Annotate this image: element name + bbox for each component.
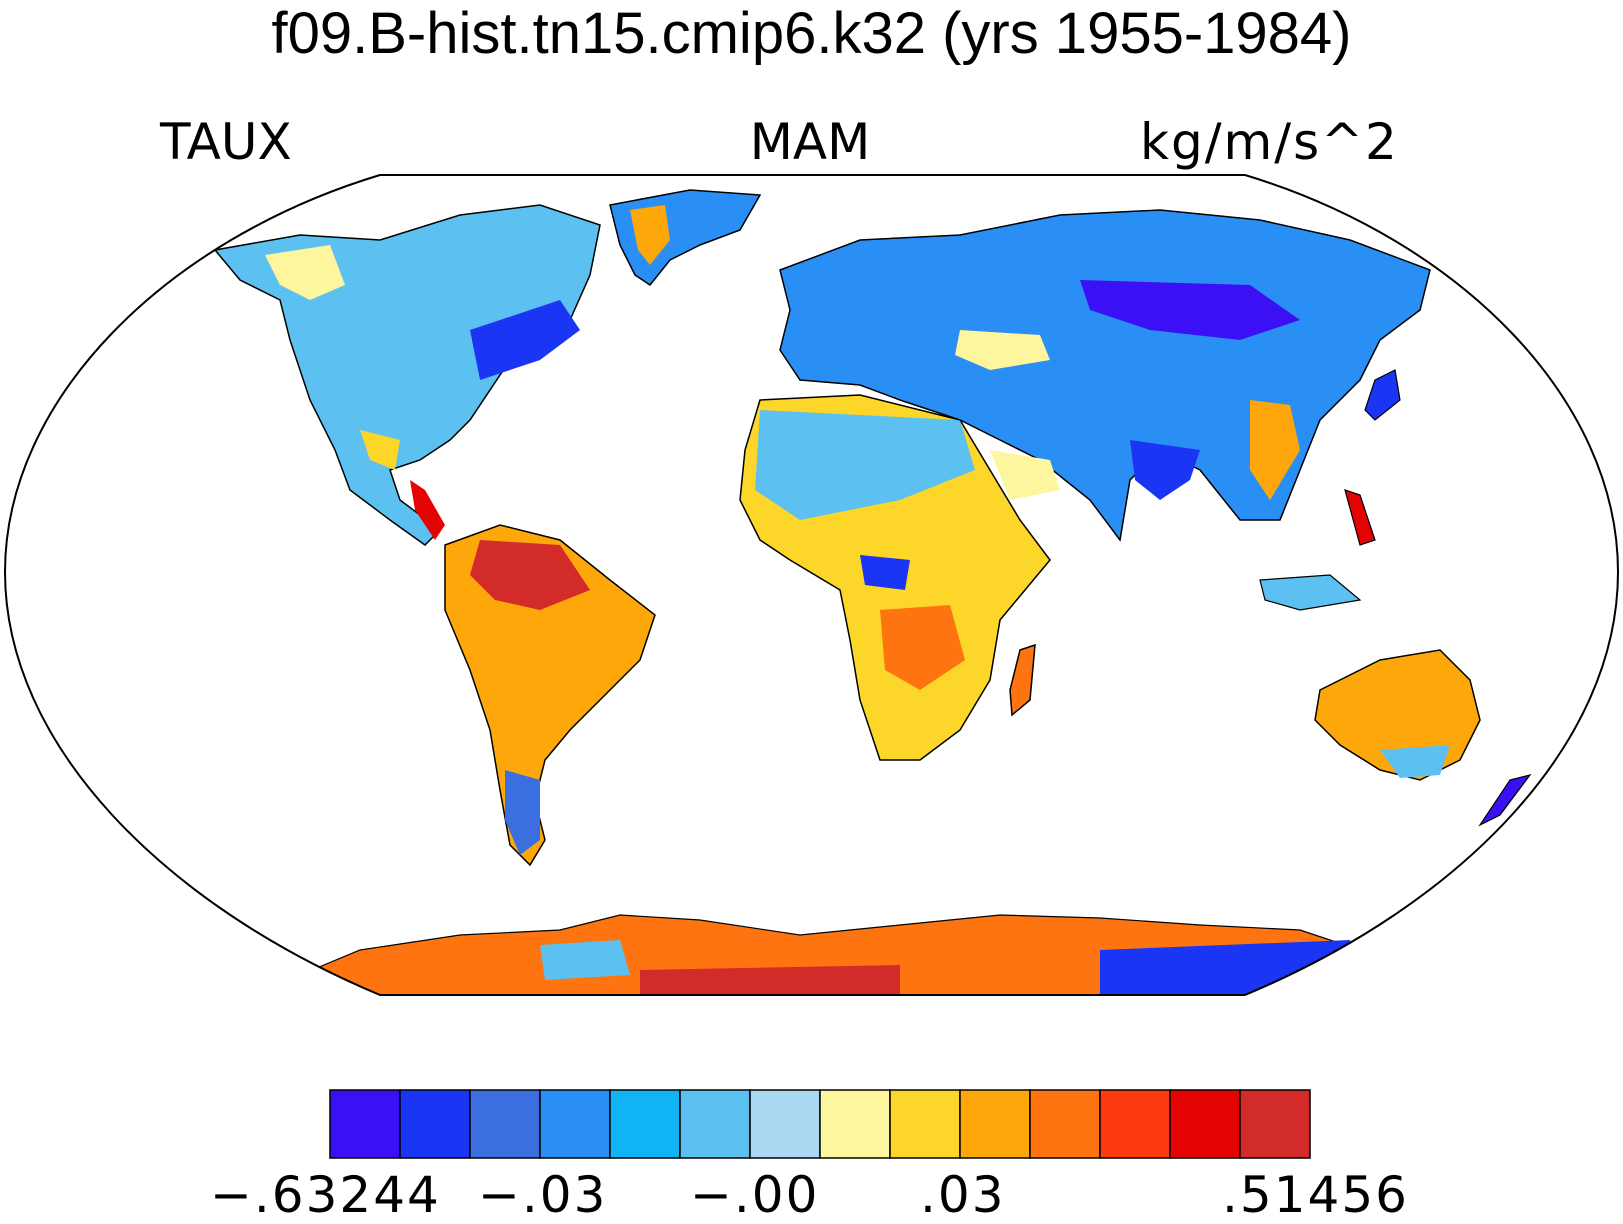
land-indonesia <box>1259 574 1362 611</box>
season-label: MAM <box>749 113 871 171</box>
land-philippines <box>1344 489 1376 546</box>
land-new-zealand <box>1478 774 1532 827</box>
land-na-mexico <box>360 430 400 470</box>
land-sa-south-blue <box>505 770 540 855</box>
land-central-america <box>410 480 445 540</box>
colorbar-label-1: −.03 <box>478 1166 608 1224</box>
colorbar-box-7 <box>819 1089 891 1159</box>
colorbar-label-0: −.63244 <box>210 1166 441 1224</box>
variable-label: TAUX <box>160 113 292 171</box>
land-china-warm <box>1250 400 1300 500</box>
land-greenland-warm <box>630 205 670 265</box>
colorbar-label-3: .03 <box>920 1166 1006 1224</box>
colorbar-box-4 <box>609 1089 681 1159</box>
land-na-east-blue <box>470 300 580 380</box>
colorbar-box-12 <box>1169 1089 1241 1159</box>
colorbar-box-8 <box>889 1089 961 1159</box>
land-arabia-warm <box>990 450 1060 500</box>
colorbar-box-0 <box>329 1089 401 1159</box>
colorbar-box-1 <box>399 1089 471 1159</box>
colorbar-box-11 <box>1099 1089 1171 1159</box>
units-label: kg/m/s^2 <box>1140 113 1399 171</box>
land-na-warm-west <box>265 245 345 300</box>
land-africa-south-hot <box>880 605 965 690</box>
map-boundary <box>3 174 1620 996</box>
colorbar <box>329 1089 1311 1159</box>
land-sahara-blue <box>755 410 975 520</box>
land-africa-central-blue <box>860 555 910 590</box>
colorbar-box-6 <box>749 1089 821 1159</box>
land-madagascar <box>1009 643 1036 717</box>
land-japan <box>1364 369 1401 421</box>
colorbar-box-9 <box>959 1089 1031 1159</box>
land-siberia-deep <box>1080 280 1300 340</box>
land-india-blue <box>1130 440 1200 500</box>
colorbar-box-5 <box>679 1089 751 1159</box>
colorbar-box-3 <box>539 1089 611 1159</box>
land-central-asia-warm <box>955 330 1050 370</box>
colorbar-label-4: .51456 <box>1222 1166 1409 1224</box>
colorbar-label-2: −.00 <box>690 1166 820 1224</box>
land-amazon-hot <box>470 540 590 610</box>
colorbar-box-10 <box>1029 1089 1101 1159</box>
land-antarctica-lightblue <box>540 940 630 980</box>
colorbar-box-13 <box>1239 1089 1311 1159</box>
colorbar-box-2 <box>469 1089 541 1159</box>
map-field <box>213 189 1532 995</box>
plot-title: f09.B-hist.tn15.cmip6.k32 (yrs 1955-1984… <box>271 1 1352 66</box>
land-australia-south-blue <box>1380 745 1450 778</box>
land-antarctica-hot-band <box>640 965 900 995</box>
land-greenland <box>609 189 762 287</box>
